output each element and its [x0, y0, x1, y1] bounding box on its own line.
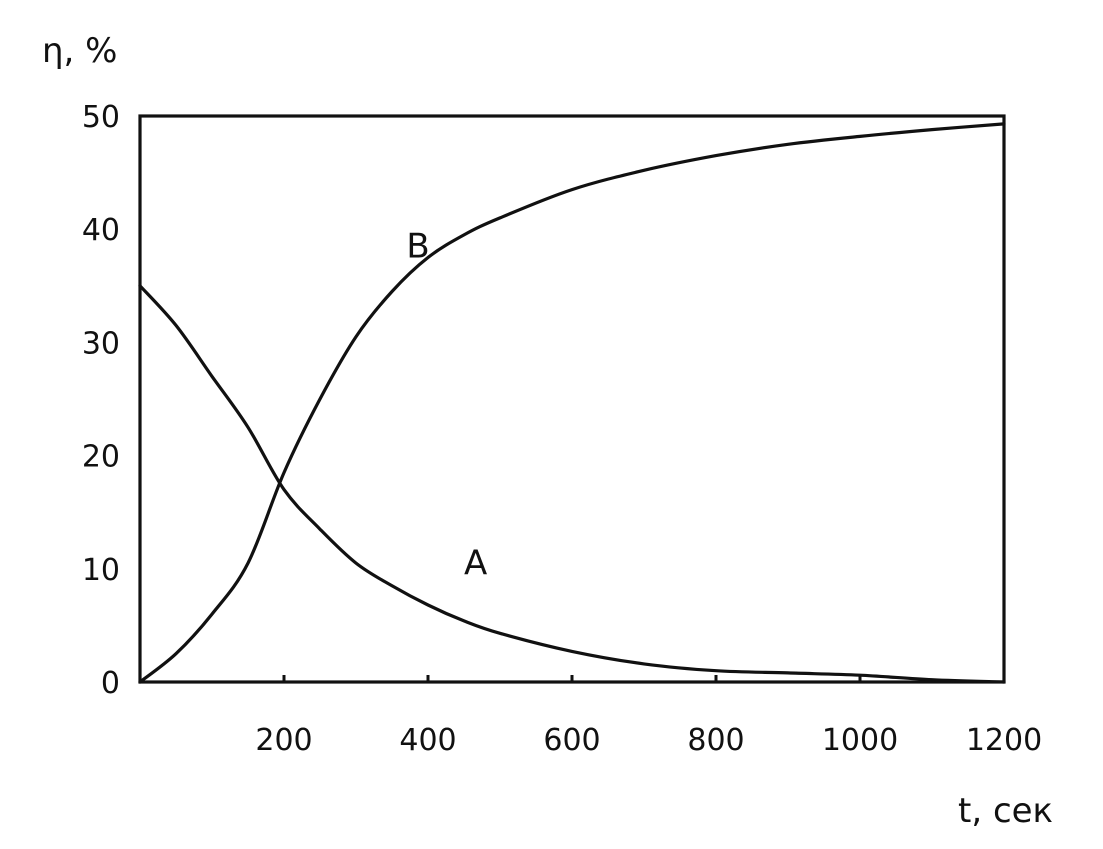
x-tick-label: 1000 [822, 723, 898, 758]
plot-frame [138, 114, 1006, 684]
y-tick-label: 20 [82, 440, 120, 475]
y-axis-label: η, % [42, 31, 117, 71]
x-tick-label: 200 [255, 723, 312, 758]
y-axis-ticks: 0 10 20 30 40 50 [82, 100, 120, 701]
x-axis-ticks: 200 400 600 800 1000 1200 [255, 675, 1042, 758]
y-tick-label: 10 [82, 553, 120, 588]
y-tick-label: 50 [82, 100, 120, 135]
x-tick-label: 600 [543, 723, 600, 758]
series-line-a [138, 284, 1006, 684]
y-tick-label: 40 [82, 213, 120, 248]
plot-area [138, 114, 1006, 684]
x-axis-label: t, сек [958, 791, 1053, 831]
series-label-a: A [464, 543, 487, 583]
x-tick-label: 1200 [966, 723, 1042, 758]
series-line-b [138, 122, 1006, 684]
x-tick-label: 400 [399, 723, 456, 758]
y-tick-label: 30 [82, 326, 120, 361]
series-label-b: B [406, 227, 429, 267]
series-labels: AB [406, 227, 487, 584]
x-tick-label: 800 [687, 723, 744, 758]
series-lines [138, 122, 1006, 684]
y-tick-label: 0 [101, 666, 120, 701]
